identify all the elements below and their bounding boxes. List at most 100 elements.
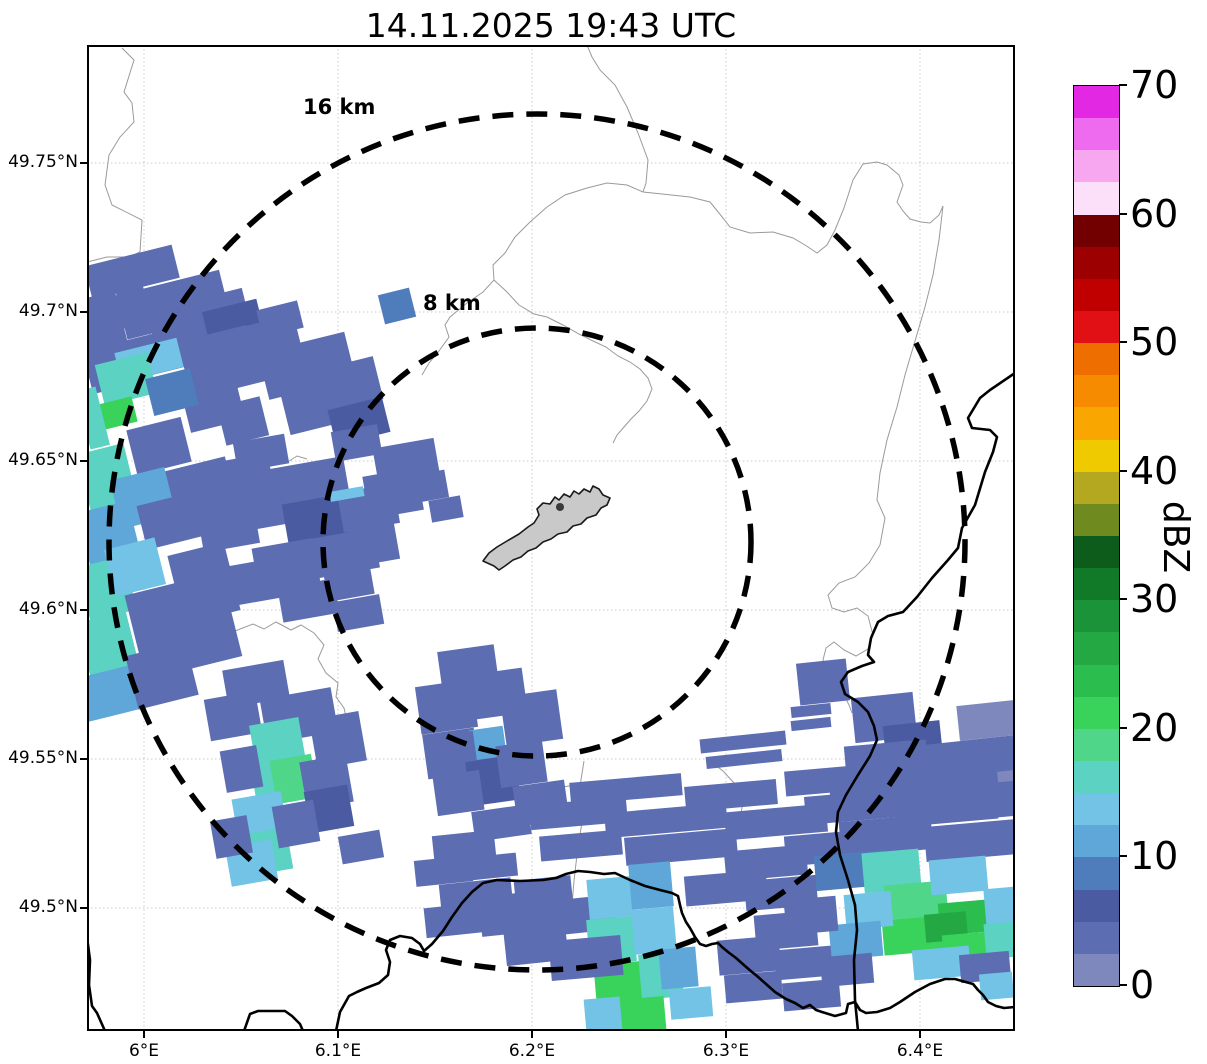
radar-cell — [232, 433, 290, 473]
radar-cell — [329, 486, 365, 502]
colorbar-segment — [1074, 793, 1119, 826]
x-tick-mark — [143, 1031, 145, 1038]
radar-cell — [337, 829, 385, 865]
radar-cell — [377, 287, 417, 325]
radar-cell — [911, 945, 972, 981]
x-tick-label: 6°E — [128, 1041, 160, 1061]
y-tick-mark — [80, 162, 87, 164]
radar-cell — [539, 829, 623, 862]
colorbar-segment — [1074, 825, 1119, 858]
radar-cell — [167, 542, 241, 624]
radar-cell — [136, 491, 208, 550]
radar-cell — [203, 690, 263, 742]
radar-cell — [923, 819, 1015, 862]
colorbar-segment — [1074, 86, 1119, 119]
radar-cell — [432, 769, 485, 817]
colorbar-tick-label: 40 — [1130, 448, 1179, 493]
radar-cell — [586, 876, 634, 920]
colorbar-segment — [1074, 471, 1119, 504]
radar-cell — [126, 416, 192, 476]
admin-boundary-line — [642, 161, 944, 254]
x-tick-label: 6.1°E — [314, 1041, 362, 1061]
radar-cell — [569, 773, 683, 805]
colorbar-segment — [1074, 375, 1119, 408]
radar-cell — [623, 828, 739, 866]
radar-cell — [716, 935, 782, 976]
plot-frame — [87, 45, 1015, 1031]
colorbar-segment — [1074, 182, 1119, 215]
radar-cell — [583, 996, 623, 1031]
colorbar-tick-label: 60 — [1130, 191, 1179, 236]
radar-cell — [705, 749, 783, 769]
radar-cell — [332, 594, 385, 632]
colorbar-segment — [1074, 921, 1119, 954]
colorbar-tick-mark — [1119, 469, 1127, 472]
radar-cell — [124, 582, 194, 654]
colorbar-tick-mark — [1119, 598, 1127, 601]
radar-cell — [383, 484, 424, 517]
radar-cell — [103, 537, 167, 597]
admin-boundary-line — [571, 760, 585, 906]
y-tick-label: 49.5°N — [18, 897, 78, 917]
colorbar-tick-label: 50 — [1130, 320, 1179, 365]
radar-cell — [668, 986, 714, 1020]
radar-cell — [790, 716, 832, 732]
y-tick-mark — [80, 758, 87, 760]
radar-cell — [431, 829, 497, 863]
radar-cell — [94, 352, 158, 406]
radar-cell — [495, 739, 548, 789]
colorbar-segment — [1074, 150, 1119, 183]
radar-cell — [256, 300, 304, 338]
colorbar-tick-label: 10 — [1130, 834, 1179, 879]
colorbar-segment — [1074, 278, 1119, 311]
y-tick-mark — [80, 460, 87, 462]
y-tick-mark — [80, 609, 87, 611]
x-tick-mark — [919, 1031, 921, 1038]
radar-cell — [216, 558, 281, 608]
y-tick-mark — [80, 311, 87, 313]
admin-boundary-line — [586, 45, 649, 193]
colorbar-segment — [1074, 439, 1119, 472]
radar-cell — [963, 780, 1015, 821]
radar-cell — [983, 921, 1015, 960]
colorbar-tick-mark — [1119, 212, 1127, 215]
colorbar-segment — [1074, 664, 1119, 697]
radar-cell — [145, 368, 199, 416]
city-dot — [556, 503, 564, 511]
colorbar-segment — [1074, 343, 1119, 376]
radar-cell — [414, 679, 479, 735]
range-ring — [320, 325, 754, 759]
range-ring-label-8km: 8 km — [423, 291, 481, 315]
radar-cell — [428, 495, 464, 523]
admin-boundary-line — [493, 279, 653, 444]
radar-map-canvas — [87, 45, 1015, 1031]
radar-cell — [723, 803, 829, 841]
radar-cell — [529, 796, 628, 831]
radar-cell — [196, 503, 261, 553]
radar-cell — [956, 700, 1015, 741]
radar-cell — [628, 861, 674, 910]
radar-cell — [87, 244, 180, 300]
page-title: 14.11.2025 19:43 UTC — [365, 6, 737, 45]
radar-cell — [179, 607, 243, 669]
x-tick-label: 6.2°E — [508, 1041, 556, 1061]
radar-cell — [499, 689, 564, 747]
colorbar-segment — [1074, 889, 1119, 922]
colorbar-segment — [1074, 568, 1119, 601]
colorbar-tick-label: 70 — [1130, 63, 1179, 107]
radar-cell — [322, 559, 375, 602]
colorbar-segment — [1074, 503, 1119, 536]
radar-cell — [699, 730, 787, 754]
colorbar-segment — [1074, 214, 1119, 247]
radar-cell — [413, 855, 474, 887]
radar-cell — [773, 945, 834, 981]
radar-cell — [978, 971, 1015, 1001]
colorbar-segment — [1074, 760, 1119, 794]
radar-cell — [790, 702, 832, 719]
radar-cell — [983, 886, 1015, 930]
colorbar-segment — [1074, 953, 1119, 986]
radar-cell — [468, 852, 519, 881]
radar-cell — [271, 799, 321, 849]
y-tick-label: 49.65°N — [8, 450, 78, 470]
